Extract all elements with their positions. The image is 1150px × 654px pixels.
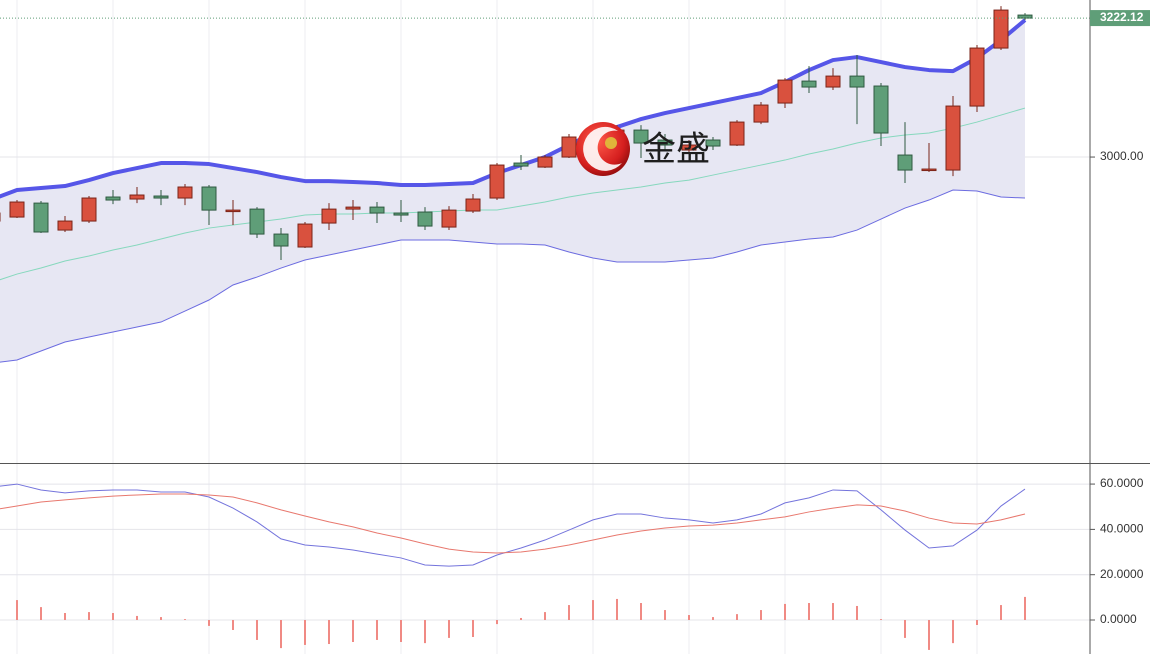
candle-body: [273, 233, 289, 247]
watermark-logo: 金盛: [576, 122, 710, 176]
band-fill: [0, 20, 1025, 363]
candle-body: [9, 201, 25, 218]
candle-body: [873, 85, 889, 134]
candle-body: [177, 186, 193, 199]
indicator-line: [0, 493, 1026, 554]
logo-dot: [605, 137, 617, 149]
y-tick-label: 3000.00: [1100, 149, 1144, 163]
band-middle: [0, 107, 1026, 281]
candle-body: [345, 206, 361, 210]
candle-body: [777, 79, 793, 104]
candle-body: [225, 209, 241, 213]
candle-body: [57, 220, 73, 231]
y-tick-label: 40.0000: [1100, 522, 1144, 536]
band-upper: [0, 18, 1027, 199]
y-tick-label: 20.0000: [1100, 567, 1144, 581]
candle-body: [705, 139, 721, 147]
candle-body: [729, 121, 745, 146]
candle-body: [297, 223, 313, 248]
candle-body: [465, 198, 481, 212]
candle-body: [825, 75, 841, 88]
candle-body: [561, 136, 577, 158]
candle-body: [537, 156, 553, 168]
watermark-text: 金盛: [642, 130, 710, 170]
candle-body: [897, 154, 913, 171]
band-lower: [0, 189, 1026, 363]
candle-body: [633, 129, 649, 144]
candle-body: [753, 104, 769, 123]
candle-body: [969, 47, 985, 107]
indicator-line: [0, 483, 1026, 567]
candle-body: [129, 194, 145, 200]
candle-body: [81, 197, 97, 222]
candle-body: [801, 80, 817, 88]
candle-body: [249, 208, 265, 235]
candle-body: [657, 139, 673, 146]
logo-swoosh: [583, 126, 622, 171]
candle-body: [201, 186, 217, 211]
candle-body: [393, 212, 409, 216]
plot-area: [0, 0, 1090, 654]
y-tick-label: 60.0000: [1100, 476, 1144, 490]
candle-body: [489, 164, 505, 199]
candle-body: [921, 168, 937, 172]
candle-body: [849, 75, 865, 88]
candle-body: [681, 144, 697, 151]
candle-body: [1017, 14, 1033, 19]
candle-body: [417, 211, 433, 227]
candle-body: [369, 206, 385, 214]
candle-body: [993, 9, 1009, 49]
candle-body: [441, 209, 457, 228]
last-price-label: 3222.12: [1100, 10, 1144, 24]
candle-body: [153, 195, 169, 199]
last-price-box: [1090, 10, 1150, 27]
candle-body: [945, 105, 961, 171]
y-tick-label: 0.0000: [1100, 612, 1137, 626]
candle-body: [105, 196, 121, 201]
candle-body: [321, 208, 337, 224]
candle-body: [33, 202, 49, 233]
candle-body: [513, 162, 529, 167]
